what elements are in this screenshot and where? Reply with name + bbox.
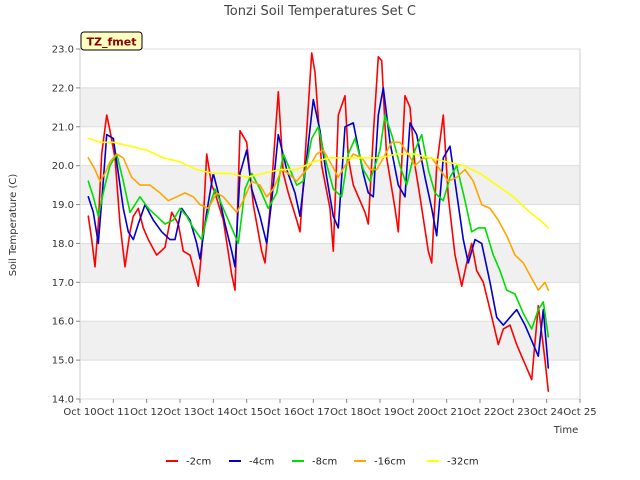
y-tick-label: 19.0 xyxy=(52,200,74,211)
series-line-2cmcm xyxy=(87,52,550,392)
legend-label: -32cm xyxy=(447,457,479,468)
x-tick-label: Oct 11 xyxy=(97,407,130,418)
chart-title: Tonzi Soil Temperatures Set C xyxy=(223,4,416,19)
legend-label: -8cm xyxy=(312,457,337,468)
site-badge: TZ_fmet xyxy=(80,31,143,51)
x-tick-label: Oct 24 xyxy=(530,407,563,418)
y-tick-label: 15.0 xyxy=(52,356,74,367)
x-tick-label: Oct 17 xyxy=(297,407,330,418)
grid-band xyxy=(80,321,580,361)
x-tick-label: Oct 23 xyxy=(497,407,530,418)
x-tick-label: Oct 12 xyxy=(130,407,163,418)
x-axis-ticks: Oct 10 Oct 11 Oct 12 Oct 13 Oct 14 Oct 15 Oct … xyxy=(63,399,597,418)
grid-band xyxy=(80,87,580,127)
x-tick-label: Oct 18 xyxy=(330,407,363,418)
legend-label: -16cm xyxy=(374,457,406,468)
series-line-4cmcm xyxy=(87,87,550,369)
legend-label: -4cm xyxy=(249,457,274,468)
x-tick-label: Oct 25 xyxy=(563,407,596,418)
x-tick-label: Oct 10 xyxy=(63,407,96,418)
x-tick-label: Oct 22 xyxy=(463,407,496,418)
grid-band xyxy=(80,243,580,283)
y-tick-label: 23.0 xyxy=(52,45,74,56)
y-axis-title: Soil Temperature (C) xyxy=(8,174,19,277)
x-tick-label: Oct 14 xyxy=(197,407,230,418)
legend-label: -2cm xyxy=(186,457,211,468)
x-tick-label: Oct 13 xyxy=(163,407,196,418)
series-line-32cmcm xyxy=(87,137,550,229)
x-tick-label: Oct 15 xyxy=(230,407,263,418)
x-tick-label: Oct 16 xyxy=(263,407,296,418)
y-tick-label: 16.0 xyxy=(52,317,74,328)
y-tick-label: 22.0 xyxy=(52,83,74,94)
y-tick-label: 18.0 xyxy=(52,239,74,250)
x-tick-label: Oct 20 xyxy=(397,407,430,418)
site-badge-label: TZ_fmet xyxy=(87,36,137,49)
series-line-8cmcm xyxy=(87,114,550,338)
series-line-16cmcm xyxy=(87,141,550,291)
legend: -2cm -4cm -8cm -16cm -32cm xyxy=(166,457,479,468)
x-axis-title: Time xyxy=(553,425,578,436)
site-badge-box xyxy=(80,31,143,51)
y-tick-label: 14.0 xyxy=(52,395,74,406)
y-axis-ticks: 14.0 15.0 16.0 17.0 18.0 19.0 20.0 21.0 22.0 23.0 xyxy=(52,45,580,406)
y-tick-label: 21.0 xyxy=(52,122,74,133)
series-lines xyxy=(87,52,550,392)
plot-background-bands xyxy=(80,49,580,399)
x-tick-label: Oct 21 xyxy=(430,407,463,418)
y-tick-label: 20.0 xyxy=(52,161,74,172)
x-tick-label: Oct 19 xyxy=(363,407,396,418)
y-tick-label: 17.0 xyxy=(52,278,74,289)
